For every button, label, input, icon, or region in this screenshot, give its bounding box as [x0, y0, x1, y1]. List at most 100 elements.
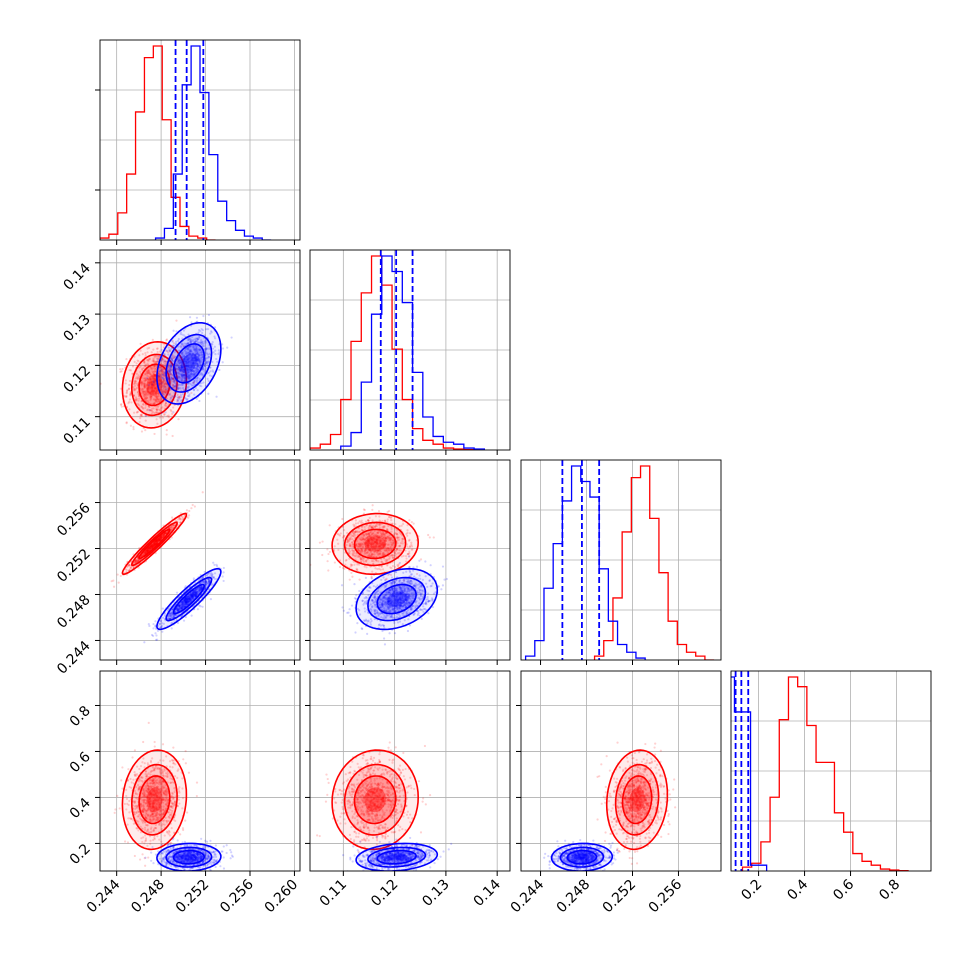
scatter-point — [392, 554, 395, 557]
scatter-point — [154, 638, 158, 641]
scatter-point — [190, 373, 193, 377]
scatter-point — [187, 600, 191, 603]
scatter-point — [174, 371, 178, 374]
scatter-point — [171, 616, 174, 619]
scatter-point — [196, 338, 200, 341]
scatter-point — [384, 519, 387, 522]
scatter-point — [401, 591, 405, 594]
scatter-point — [164, 386, 167, 389]
scatter-point — [181, 373, 184, 377]
scatter-point — [192, 590, 195, 594]
scatter-point — [160, 534, 163, 537]
scatter-point — [358, 545, 361, 548]
scatter-point — [146, 549, 149, 552]
scatter-point — [359, 543, 362, 546]
scatter-point — [162, 534, 166, 537]
scatter-point — [150, 412, 153, 415]
scatter-point — [187, 597, 190, 600]
scatter-point — [179, 602, 183, 605]
scatter-point — [337, 548, 340, 551]
scatter-point — [384, 542, 387, 545]
scatter-point — [189, 368, 192, 372]
scatter-point — [148, 391, 151, 394]
scatter-point — [376, 542, 379, 546]
scatter-point — [147, 549, 150, 552]
scatter-point — [375, 541, 378, 544]
scatter-point — [370, 575, 373, 578]
scatter-point — [212, 351, 215, 354]
contour-line-1-0 — [156, 322, 222, 405]
scatter-point — [146, 393, 149, 396]
scatter-point — [183, 605, 186, 609]
scatter-point — [181, 365, 184, 368]
scatter-point — [188, 375, 191, 379]
scatter-point — [182, 605, 185, 608]
scatter-point — [407, 594, 411, 597]
scatter-point — [342, 536, 345, 539]
scatter-point — [392, 557, 396, 560]
scatter-point — [201, 358, 204, 361]
scatter-point — [155, 387, 159, 390]
scatter-point — [164, 402, 168, 405]
scatter-point — [211, 573, 214, 576]
scatter-point — [374, 544, 378, 548]
scatter-point — [366, 542, 369, 546]
scatter-point — [206, 328, 210, 331]
scatter-point — [361, 536, 365, 539]
scatter-point — [194, 593, 197, 596]
scatter-point — [360, 542, 363, 545]
scatter-point — [186, 598, 189, 601]
scatter-point — [370, 553, 374, 556]
scatter-point — [129, 566, 132, 569]
scatter-point — [396, 542, 399, 545]
scatter-point — [140, 413, 143, 416]
scatter-point — [365, 537, 368, 540]
scatter-point — [157, 400, 160, 403]
scatter-point — [201, 491, 204, 494]
scatter-point — [183, 368, 186, 371]
scatter-point — [120, 403, 123, 406]
scatter-point — [156, 400, 159, 403]
scatter-point — [385, 548, 388, 551]
scatter-point — [380, 565, 383, 568]
scatter-point — [128, 568, 131, 572]
scatter-point — [378, 539, 382, 543]
scatter-point — [186, 372, 189, 376]
scatter-point — [152, 389, 155, 393]
scatter-point — [365, 533, 369, 536]
scatter-point — [388, 539, 391, 542]
scatter-point — [180, 344, 183, 348]
scatter-point — [141, 381, 144, 384]
scatter-point — [156, 539, 159, 542]
scatter-point — [407, 595, 410, 598]
scatter-point — [185, 367, 188, 370]
scatter-point — [190, 597, 193, 600]
scatter-point — [183, 371, 186, 374]
scatter-point — [169, 372, 172, 376]
scatter-point — [144, 551, 147, 554]
scatter-point — [179, 373, 183, 376]
scatter-point — [368, 535, 371, 538]
scatter-point — [379, 545, 382, 548]
scatter-point — [189, 371, 193, 375]
scatter-point — [155, 539, 159, 542]
scatter-point — [188, 595, 191, 598]
scatter-point — [194, 590, 198, 593]
scatter-point — [375, 543, 378, 547]
scatter-point — [390, 567, 393, 570]
scatter-point — [190, 594, 193, 598]
scatter-point — [207, 379, 210, 382]
scatter-point — [196, 376, 199, 379]
scatter-point — [180, 602, 183, 605]
scatter-point — [179, 370, 182, 373]
scatter-point — [328, 524, 331, 527]
scatter-point — [390, 589, 393, 592]
scatter-point — [361, 559, 365, 562]
scatter-point — [178, 359, 181, 362]
scatter-point — [188, 597, 191, 600]
scatter-point — [189, 592, 193, 596]
scatter-point — [364, 532, 367, 535]
scatter-point — [152, 380, 155, 383]
scatter-point — [181, 515, 184, 518]
scatter-point — [170, 377, 173, 380]
